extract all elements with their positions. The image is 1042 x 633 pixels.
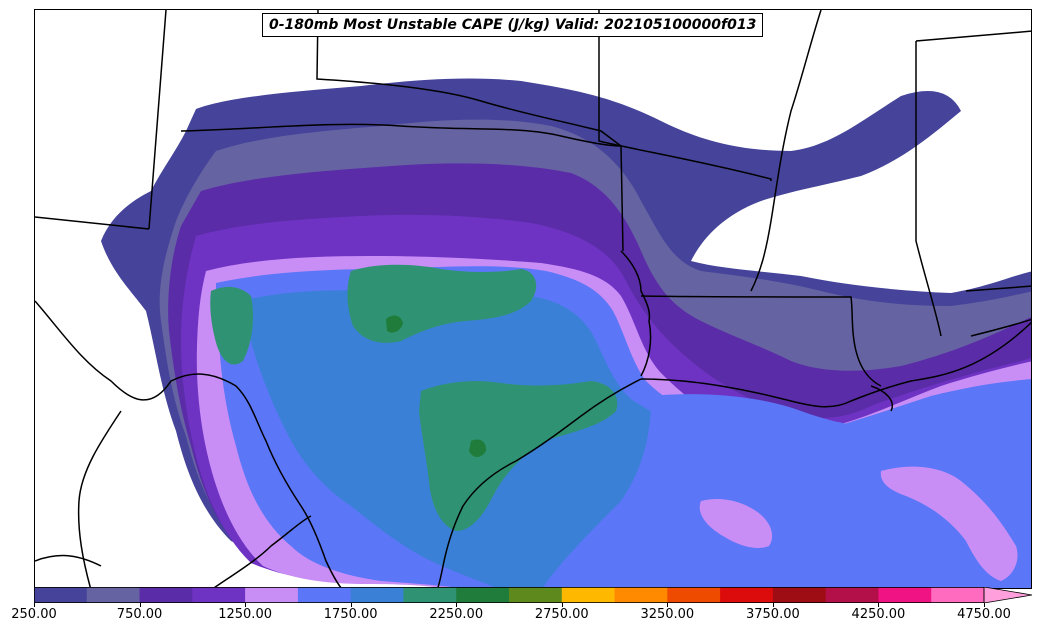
colorbar-tick-label: 3250.00 (640, 607, 695, 622)
colorbar-tick-label: 4750.00 (957, 607, 1011, 622)
colorbar-tick-mark (350, 603, 352, 607)
colorbar-segment (614, 587, 668, 603)
colorbar-segment (297, 587, 352, 603)
colorbar-segment (561, 587, 616, 603)
map-title: 0-180mb Most Unstable CAPE (J/kg) Valid:… (262, 13, 764, 37)
colorbar-tick-mark (34, 603, 35, 607)
boundary-ms-al (915, 41, 942, 337)
boundary-miss-river (750, 10, 822, 292)
colorbar-tick-label: 2750.00 (534, 607, 589, 622)
boundary-mex-states (35, 410, 312, 588)
colorbar-segment (86, 587, 141, 603)
colorbar-tick-mark (456, 603, 458, 607)
colorbar-extend-arrow (983, 587, 1033, 603)
colorbar-tick-label: 3750.00 (745, 607, 800, 622)
boundary-la-ms (640, 295, 882, 387)
colorbar-tick-label: 750.00 (116, 607, 163, 622)
coastline-tx (437, 378, 642, 588)
colorbar-segment (192, 587, 246, 603)
colorbar-segment (403, 587, 457, 603)
colorbar-tick-mark (772, 603, 774, 607)
colorbar-segment (245, 587, 299, 603)
colorbar-segment (509, 587, 563, 603)
colorbar-tick-label: 4250.00 (851, 607, 906, 622)
cape-band-2000 (210, 264, 618, 531)
colorbar-tick-label: 250.00 (11, 607, 57, 622)
cape-band-1500-gulf (542, 394, 1031, 588)
boundary-ok-tx-red-river (180, 123, 622, 147)
boundary-ar (598, 10, 772, 181)
colorbar-segment (456, 587, 510, 603)
colorbar-tick-label: 1750.00 (323, 607, 378, 622)
map-boundaries (35, 10, 1031, 588)
colorbar-tick-mark (561, 603, 563, 607)
colorbar (34, 587, 1033, 603)
colorbar-segment (139, 587, 193, 603)
boundary-ok-panhandle (316, 10, 624, 252)
boundary-al (915, 30, 1031, 292)
cape-band-1250-gulf-streaks (699, 466, 1018, 581)
colorbar-segment (350, 587, 404, 603)
cape-contour-map (35, 10, 1031, 588)
boundary-ar-la (620, 250, 652, 377)
cape-shading (101, 78, 1031, 588)
boundary-nm-co (148, 10, 167, 230)
colorbar-segment (34, 587, 88, 603)
colorbar-segment (720, 587, 774, 603)
colorbar-tick-label: 1250.00 (218, 607, 272, 622)
colorbar-segment (825, 587, 879, 603)
map-panel (34, 9, 1032, 589)
boundary-tx-mex-rio-grande (35, 300, 343, 588)
colorbar-tick-mark (984, 603, 985, 607)
colorbar-ticks: 250.00 750.00 1250.00 1750.00 2250.00 2750.00… (0, 603, 1042, 631)
cape-band-2250 (386, 315, 487, 457)
colorbar-tick-mark (139, 603, 141, 607)
coastline-ms-al (870, 318, 1031, 412)
coastline-la (640, 321, 1031, 408)
boundary-nm-ok (35, 216, 150, 230)
colorbar-segment (772, 587, 827, 603)
colorbar-tick-mark (245, 603, 247, 607)
colorbar-tick-mark (878, 603, 880, 607)
colorbar-tick-label: 2250.00 (429, 607, 484, 622)
colorbar-segment (667, 587, 721, 603)
colorbar-segment (931, 587, 985, 603)
colorbar-tick-mark (667, 603, 669, 607)
colorbar-segment (878, 587, 932, 603)
